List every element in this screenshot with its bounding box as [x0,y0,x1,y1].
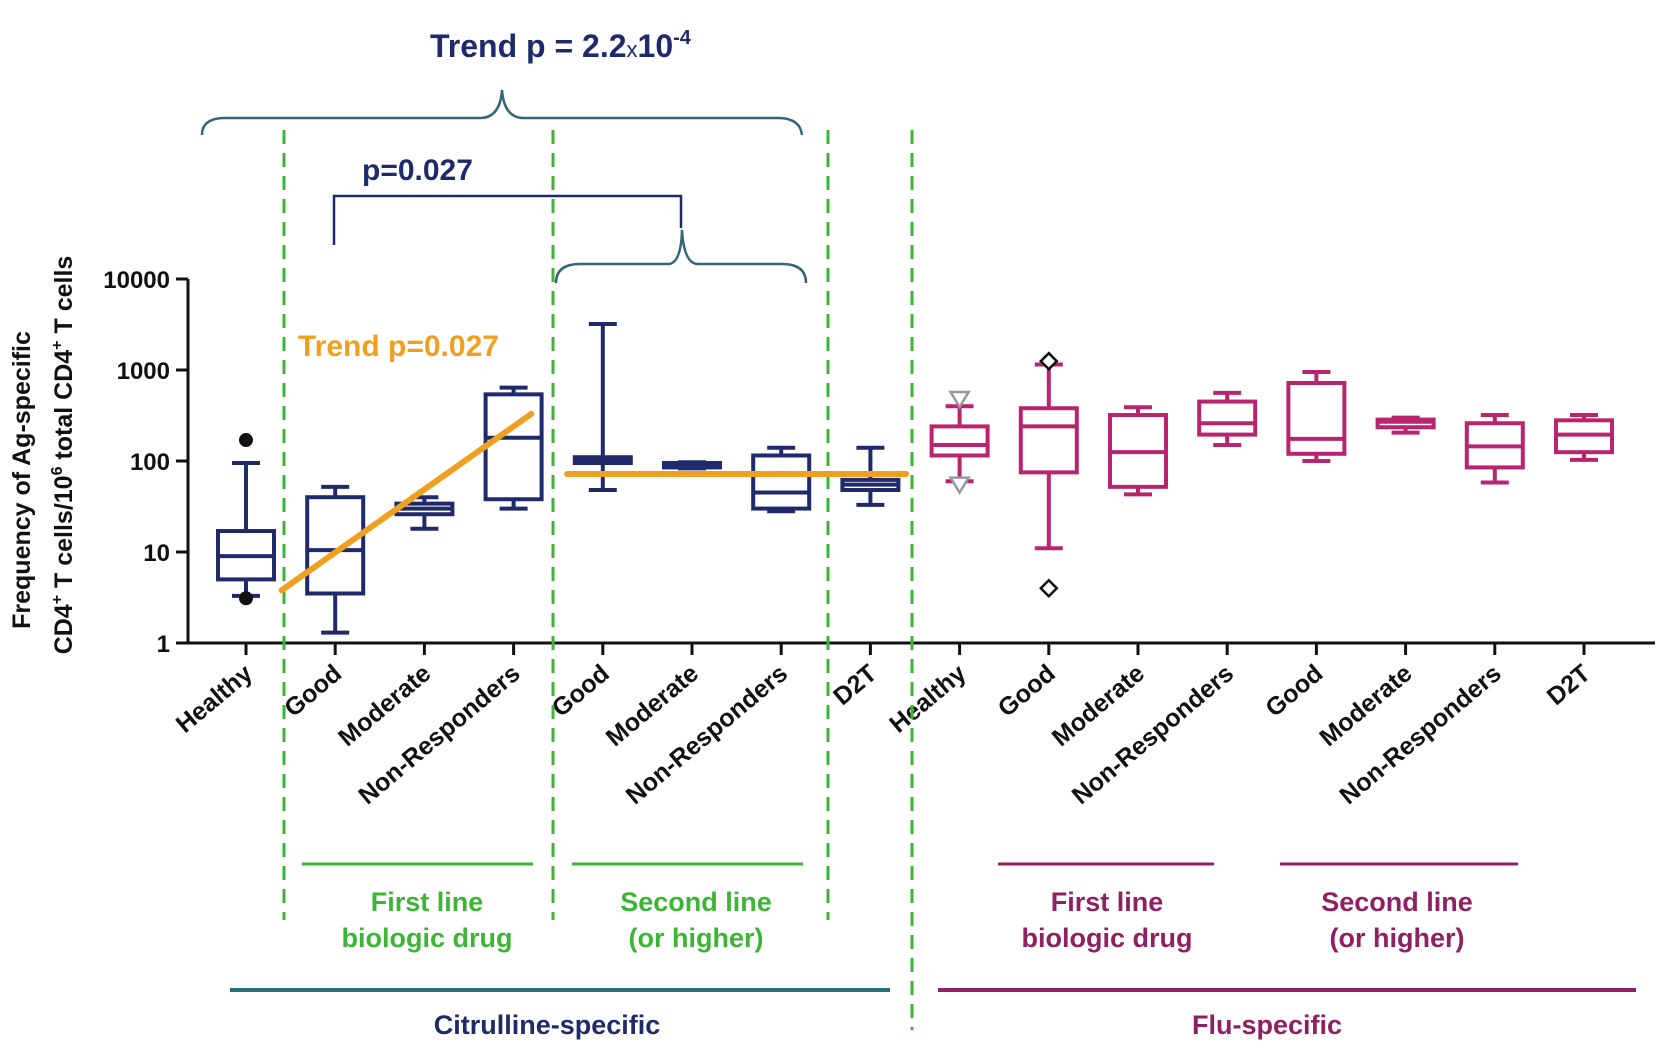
box-plots [216,322,1614,635]
x-tick-label: Non-Responders [1334,659,1506,810]
box-iqr [1197,399,1258,437]
y-tick-label: 1000 [117,358,170,385]
outlier-point [1039,351,1059,371]
box-plot [216,433,276,606]
x-tick-label: Good [1260,659,1328,722]
box-plot [751,445,812,514]
trend-lines [278,410,910,594]
box-iqr [929,424,990,458]
x-tick-label: Non-Responders [621,659,793,810]
box-iqr [751,453,812,511]
y-tick-label: 100 [130,449,170,476]
outlier-point [948,390,971,410]
p-bracket [332,194,683,245]
box-plot [1018,351,1079,598]
x-tick-label: Good [993,659,1061,722]
y-axis-label-line2: CD4+ T cells/106 total CD4+ T cells [49,256,78,655]
box-plot [1108,405,1168,497]
group-label-citrulline-second-line2: (or higher) [629,923,764,953]
y-axis-label-line1: Frequency of Ag-specific [8,331,36,629]
outlier-point [239,433,253,448]
y-tick-label: 10 [143,540,170,567]
x-tick-label: D2T [828,659,882,711]
outlier-point [239,591,253,606]
x-tick-label: D2T [1542,659,1596,711]
second-line-brace [554,229,808,284]
x-tick-label: Healthy [171,659,258,739]
box-iqr [1286,380,1347,456]
outlier-point [1039,578,1059,598]
box-plot [305,484,366,635]
group-label-citrulline-first-line2: biologic drug [342,923,513,953]
box-plot [662,460,722,471]
box-plot [1554,413,1614,462]
box-plot [1197,390,1258,447]
box-iqr [1018,406,1079,475]
super-group-label-flu: Flu-specific [1192,1010,1342,1040]
group-label-flu-second-line1: Second line [1321,887,1473,917]
group-label-citrulline-first-line1: First line [371,887,484,917]
group-label-citrulline-second-line1: Second line [620,887,772,917]
group-label-flu-first-line1: First line [1051,887,1164,917]
outlier-point [948,476,971,496]
box-plot [572,322,633,493]
x-tick-label: Non-Responders [353,659,525,810]
box-plot [483,385,544,511]
top-brace [200,89,804,136]
group-dividers [282,130,914,1030]
y-tick-label: 1 [157,631,170,658]
y-axis-label: Frequency of Ag-specific CD4+ T cells/10… [8,256,78,655]
trend-line [278,410,535,594]
box-plot [929,390,990,496]
box-iqr [305,495,366,596]
group-label-flu-first-line2: biologic drug [1022,923,1193,953]
p-bracket-label: p=0.027 [362,154,473,187]
box-iqr [483,392,544,502]
x-tick-label: Non-Responders [1067,659,1239,810]
box-plot [1286,370,1347,463]
y-tick-label: 10000 [103,267,170,294]
x-tick-label: Good [547,659,615,722]
super-group-label-citrulline: Citrulline-specific [434,1010,661,1040]
x-ticks [244,643,1586,655]
y-ticks: 1 10 100 1000 10000 [103,267,188,658]
x-tick-label: Good [279,659,347,722]
trend-top-label: Trend p = 2.2x10-4 [430,27,692,64]
box-plot [1464,413,1525,485]
super-group-labels: Citrulline-specific Flu-specific [230,988,1636,1040]
group-labels: First line biologic drug Second line (or… [302,862,1518,953]
trend-orange-label: Trend p=0.027 [298,330,499,363]
box-plot [1375,415,1436,435]
group-label-flu-second-line2: (or higher) [1330,923,1465,953]
x-tick-label: Healthy [884,659,971,739]
